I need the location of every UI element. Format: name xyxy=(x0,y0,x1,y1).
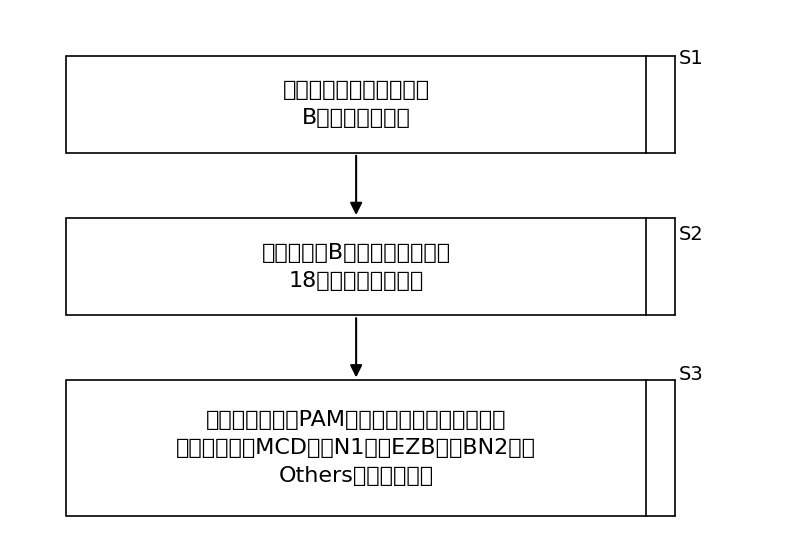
FancyBboxPatch shape xyxy=(66,218,646,316)
Text: S2: S2 xyxy=(679,225,703,244)
FancyBboxPatch shape xyxy=(66,55,646,153)
FancyBboxPatch shape xyxy=(66,380,646,516)
Text: S1: S1 xyxy=(679,49,703,67)
Text: S3: S3 xyxy=(679,366,703,384)
Text: 将突变信息采用PAM算法聚类，建立分型模型，
获得分出包含MCD型、N1型、EZB型、BN2型和
Others型的分型模型: 将突变信息采用PAM算法聚类，建立分型模型， 获得分出包含MCD型、N1型、EZ… xyxy=(176,410,536,486)
Text: 检测弥漫大B细胞淋巴瘤样本中
18个基因的突变信息: 检测弥漫大B细胞淋巴瘤样本中 18个基因的突变信息 xyxy=(261,243,451,290)
Text: 获取最低样本量的弥漫大
B细胞淋巴瘤样本: 获取最低样本量的弥漫大 B细胞淋巴瘤样本 xyxy=(282,80,430,128)
